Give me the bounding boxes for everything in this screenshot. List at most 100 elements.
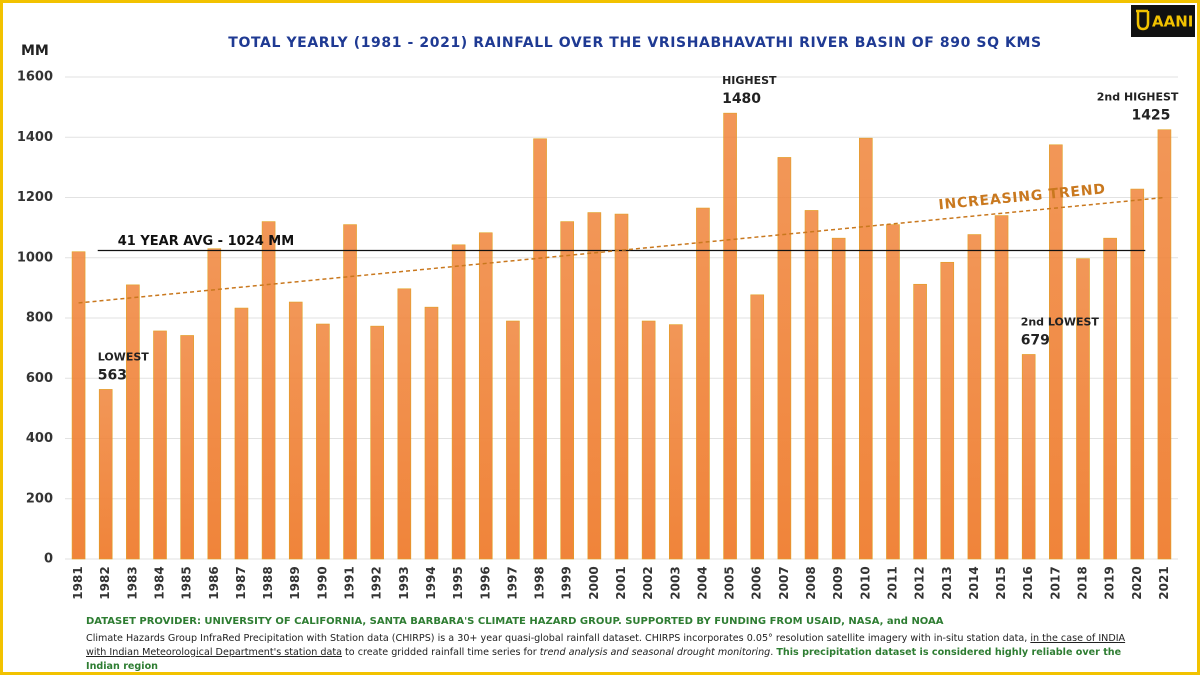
y-tick-label: 400: [26, 431, 53, 446]
average-label: 41 YEAR AVG - 1024 MM: [118, 234, 294, 249]
logo-text: AANI: [1152, 13, 1193, 31]
x-tick-label: 2013: [940, 566, 954, 599]
bar: [940, 261, 955, 560]
x-tick-label: 1996: [478, 566, 492, 599]
x-tick-label: 1987: [234, 566, 248, 599]
bar: [397, 288, 412, 560]
x-tick-label: 1999: [560, 566, 574, 599]
annotation-label: 2nd HIGHEST: [1097, 91, 1179, 104]
y-tick-label: 800: [26, 311, 53, 326]
chart-title: TOTAL YEARLY (1981 - 2021) RAINFALL OVER…: [228, 35, 1041, 51]
bar: [180, 335, 194, 560]
bar: [126, 284, 140, 560]
x-tick-label: 2004: [695, 566, 709, 599]
x-tick-label: 2009: [831, 566, 845, 599]
bar: [723, 112, 737, 560]
bar: [886, 224, 900, 560]
x-tick-label: 1990: [315, 566, 329, 599]
x-tick-label: 1989: [288, 566, 302, 599]
footer-part: .: [770, 647, 777, 658]
x-tick-label: 2000: [587, 566, 601, 599]
x-tick-label: 2003: [668, 566, 682, 599]
footer-text: Climate Hazards Group InfraRed Precipita…: [86, 632, 1126, 672]
x-tick-label: 2008: [804, 566, 818, 599]
x-tick-label: 2019: [1103, 566, 1117, 599]
annotation-value: 679: [1021, 332, 1050, 348]
bar: [1157, 129, 1172, 560]
bar: [98, 389, 113, 560]
y-tick-label: 200: [26, 491, 53, 506]
bar: [641, 320, 656, 560]
annotation-label: 2nd LOWEST: [1021, 315, 1100, 328]
bar: [614, 213, 629, 560]
bar: [424, 306, 439, 560]
bar: [478, 232, 493, 560]
logo: AANI: [1131, 5, 1195, 37]
x-tick-label: 1991: [343, 566, 357, 599]
x-tick-label: 2016: [1021, 566, 1035, 599]
bar: [967, 234, 982, 560]
bar: [859, 137, 873, 560]
bar: [1130, 188, 1145, 560]
y-tick-label: 1400: [17, 130, 53, 145]
x-tick-label: 2011: [885, 566, 899, 599]
x-tick-label: 1983: [125, 566, 139, 599]
footer-part: This precipitation dataset is considered…: [86, 647, 1122, 672]
x-tick-label: 2012: [913, 566, 927, 599]
x-tick-label: 1981: [71, 566, 85, 599]
logo-mark: [1136, 9, 1150, 31]
x-tick-label: 1982: [98, 566, 112, 599]
x-tick-label: 2014: [967, 566, 981, 599]
bar: [533, 138, 547, 560]
x-tick-label: 1986: [207, 566, 221, 599]
y-tick-label: 1600: [17, 70, 53, 85]
x-tick-label: 2015: [994, 566, 1008, 599]
footer-provider: DATASET PROVIDER: UNIVERSITY OF CALIFORN…: [86, 616, 944, 627]
x-tick-label: 1993: [397, 566, 411, 599]
footer-part: in the case of INDIA with Indian Meteoro…: [86, 633, 1126, 658]
x-tick-label: 2021: [1157, 566, 1171, 599]
y-axis-label: MM: [21, 43, 49, 59]
footer-part: trend analysis and seasonal drought moni…: [539, 647, 771, 658]
bar: [668, 324, 683, 560]
bar: [1076, 258, 1090, 560]
bar: [316, 323, 330, 560]
y-tick-label: 0: [44, 552, 53, 567]
bar: [777, 157, 792, 560]
annotation-value: 1480: [722, 91, 761, 107]
bar: [207, 248, 222, 560]
bar: [451, 244, 466, 560]
x-tick-label: 2020: [1130, 566, 1144, 599]
y-tick-label: 1000: [17, 250, 53, 265]
x-tick-label: 2005: [723, 566, 737, 599]
bar: [994, 215, 1009, 560]
annotation-label: LOWEST: [98, 350, 150, 363]
x-tick-label: 1992: [370, 566, 384, 599]
chart: TOTAL YEARLY (1981 - 2021) RAINFALL OVER…: [17, 5, 1195, 600]
x-tick-label: 2007: [777, 566, 791, 599]
trend-label: INCREASING TREND: [938, 181, 1107, 213]
x-tick-label: 1988: [261, 566, 275, 599]
bar: [1103, 237, 1117, 560]
y-tick-label: 1200: [17, 190, 53, 205]
annotation-value: 563: [98, 367, 127, 383]
bar: [343, 224, 357, 560]
bar: [1021, 354, 1036, 560]
bar: [1049, 144, 1063, 560]
bar: [234, 307, 249, 560]
bar: [370, 325, 384, 560]
x-tick-label: 2018: [1075, 566, 1089, 599]
bar: [804, 210, 819, 560]
x-tick-label: 1998: [533, 566, 547, 599]
bar: [71, 251, 86, 560]
x-tick-label: 2010: [858, 566, 872, 599]
bar: [750, 294, 765, 560]
x-tick-label: 2017: [1048, 566, 1062, 599]
bar: [696, 207, 710, 560]
annotation-value: 1425: [1131, 108, 1170, 124]
bar: [506, 320, 520, 560]
bar: [261, 221, 276, 560]
x-tick-label: 1984: [153, 566, 167, 599]
x-tick-label: 1995: [451, 566, 465, 599]
